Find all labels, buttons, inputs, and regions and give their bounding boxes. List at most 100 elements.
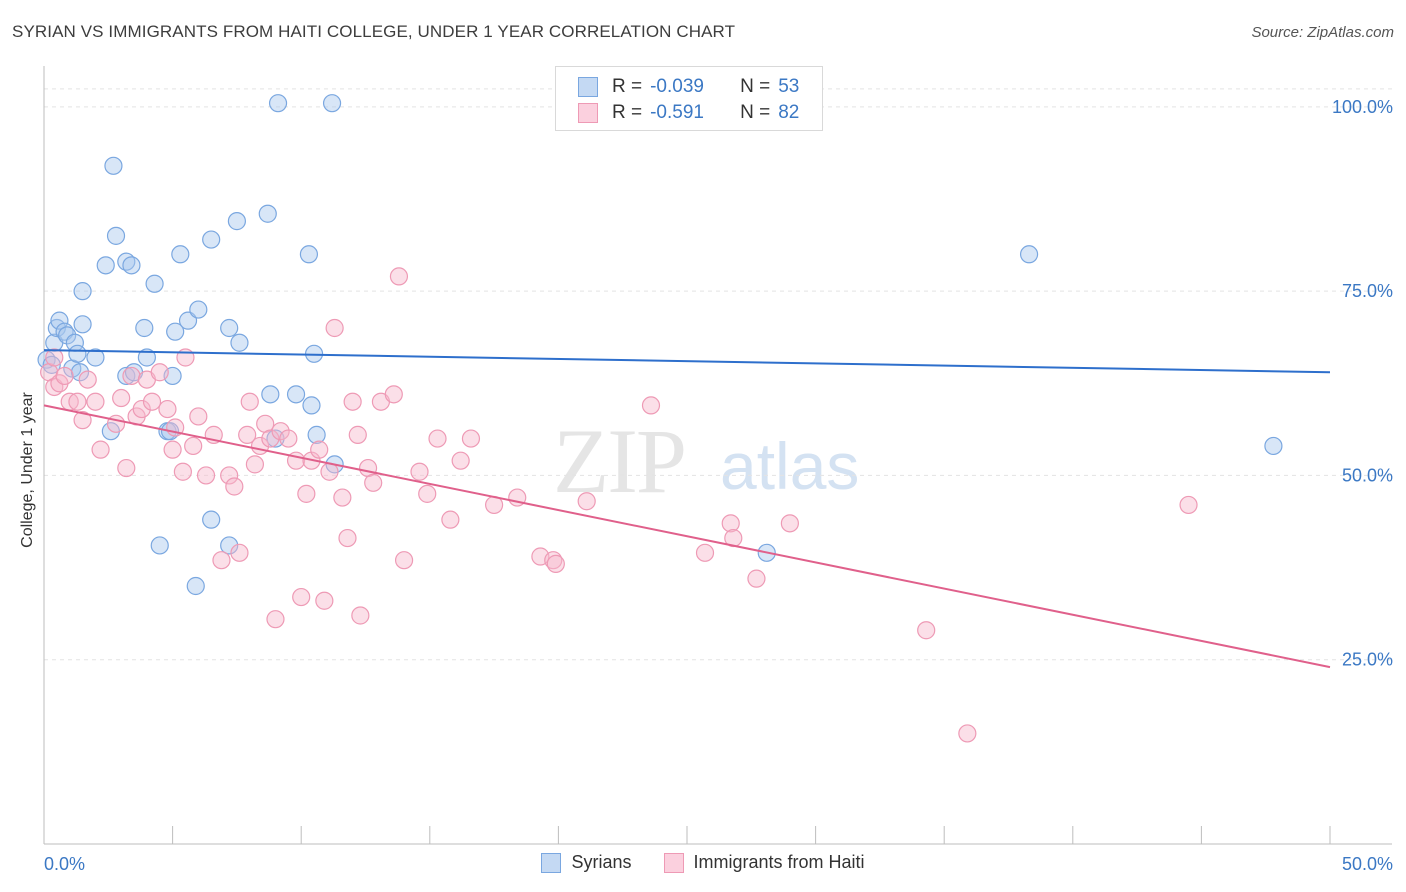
syrians-point — [106, 226, 126, 245]
haiti-point — [546, 554, 565, 573]
legend-item-syrians: Syrians — [541, 852, 632, 873]
syrians-point — [68, 344, 87, 363]
haiti-trend-line — [43, 404, 1331, 669]
syrians-point — [220, 536, 239, 555]
syrians-point — [171, 245, 190, 264]
source-note: Source: ZipAtlas.com — [1251, 24, 1394, 41]
haiti-point — [240, 392, 259, 411]
syrians-point — [73, 315, 92, 334]
syrians-point — [286, 385, 306, 404]
syrians-point — [220, 318, 239, 338]
haiti-point — [78, 370, 97, 389]
haiti-point — [384, 385, 403, 404]
legend-label-haiti: Immigrants from Haiti — [693, 852, 865, 872]
r-label: R = — [612, 102, 643, 123]
haiti-point — [245, 455, 265, 474]
n-label: N = — [740, 102, 771, 123]
x-tick-label-max: 50.0% — [1342, 854, 1393, 874]
haiti-legend-swatch — [663, 852, 684, 873]
haiti-point — [189, 407, 208, 426]
y-tick-label: 25.0% — [1342, 650, 1393, 670]
syrians-point — [1264, 436, 1283, 456]
r-value: -0.039 — [650, 76, 704, 97]
haiti-point — [86, 392, 105, 411]
haiti-point — [212, 551, 231, 570]
watermark-zip: ZIP — [553, 410, 687, 512]
haiti-point — [68, 392, 87, 411]
n-value: 82 — [778, 102, 800, 123]
syrians-point — [189, 300, 208, 319]
haiti-point — [279, 429, 298, 448]
haiti-point — [451, 451, 470, 470]
haiti-point — [315, 591, 334, 610]
haiti-point — [225, 477, 244, 496]
syrians-point — [166, 322, 185, 341]
haiti-point — [230, 543, 249, 562]
correlation-legend: R = -0.039 N = 53 R = -0.591 N = 82 — [555, 66, 823, 131]
syrians-point — [258, 204, 277, 223]
haiti-point — [410, 462, 429, 481]
r-value: -0.591 — [650, 102, 704, 123]
haiti-point — [158, 399, 177, 419]
y-tick-label: 100.0% — [1332, 97, 1393, 117]
syrians-point — [322, 94, 342, 113]
chart-title: SYRIAN VS IMMIGRANTS FROM HAITI COLLEGE,… — [12, 22, 736, 41]
haiti-point — [958, 724, 977, 743]
haiti-point — [418, 484, 437, 503]
syrians-swatch — [578, 77, 598, 97]
haiti-point — [196, 466, 216, 485]
haiti-point — [45, 348, 64, 367]
syrians-point — [58, 326, 77, 345]
haiti-point — [150, 363, 169, 382]
haiti-point — [73, 411, 92, 430]
haiti-point — [351, 606, 370, 625]
syrians-point — [268, 94, 288, 113]
haiti-swatch — [578, 103, 598, 123]
syrians-point — [145, 274, 164, 293]
syrians-point — [150, 536, 169, 555]
haiti-point — [310, 440, 329, 459]
haiti-point — [297, 484, 316, 503]
haiti-point — [320, 462, 339, 481]
syrians-point — [50, 311, 69, 330]
haiti-point — [780, 514, 799, 533]
haiti-point — [112, 388, 131, 408]
haiti-point — [348, 425, 367, 444]
haiti-point — [292, 587, 311, 607]
haiti-point — [333, 488, 352, 507]
syrians-point — [122, 256, 141, 275]
haiti-point — [220, 466, 239, 485]
legend-label-syrians: Syrians — [571, 852, 632, 872]
y-tick-label: 50.0% — [1342, 465, 1393, 485]
haiti-point — [271, 422, 290, 441]
syrians-point — [202, 510, 221, 529]
syrians-point — [104, 156, 123, 175]
syrians-trend-line — [43, 349, 1331, 374]
n-value: 53 — [778, 76, 800, 97]
haiti-point — [389, 267, 409, 286]
syrians-point — [261, 385, 280, 404]
haiti-point — [325, 318, 344, 338]
haiti-point — [163, 440, 182, 459]
watermark-atlas: atlas — [720, 429, 860, 503]
haiti-point — [91, 440, 110, 459]
syrians-point — [70, 363, 90, 382]
syrians-point — [299, 245, 319, 264]
haiti-point — [343, 392, 362, 411]
haiti-point — [428, 429, 447, 448]
haiti-point — [917, 621, 936, 640]
y-tick-label: 75.0% — [1342, 281, 1393, 301]
syrians-point — [137, 348, 156, 367]
haiti-point — [441, 510, 460, 529]
haiti-point — [364, 473, 383, 492]
legend-row-haiti: R = -0.591 N = 82 — [578, 101, 799, 125]
syrians-point — [186, 576, 205, 596]
haiti-point — [338, 528, 357, 548]
haiti-point — [695, 543, 715, 562]
syrians-point — [86, 348, 105, 367]
r-label: R = — [612, 76, 643, 97]
legend-row-syrians: R = -0.039 N = 53 — [578, 75, 799, 99]
syrians-point — [96, 256, 115, 275]
haiti-point — [184, 436, 203, 456]
